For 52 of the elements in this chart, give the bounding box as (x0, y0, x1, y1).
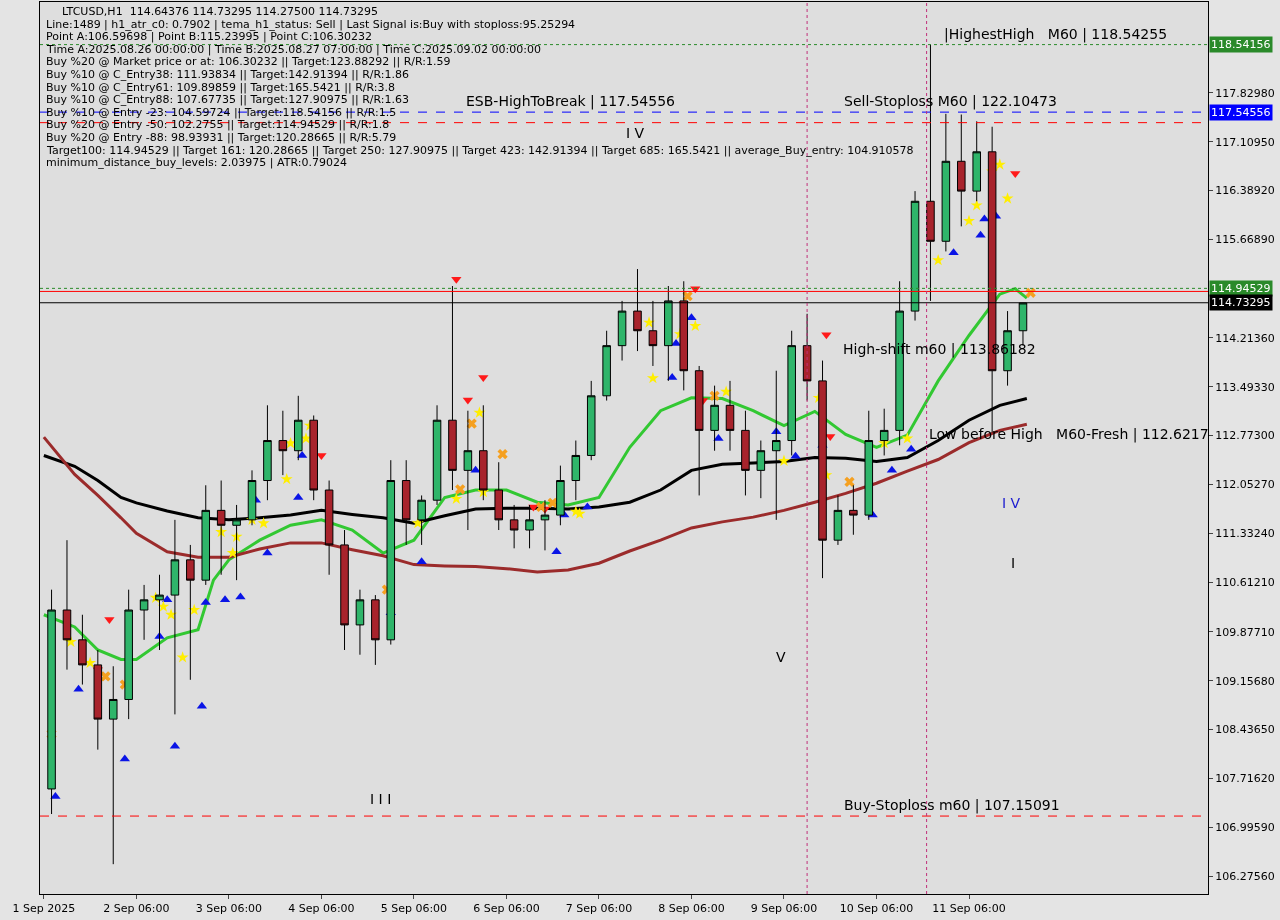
annotation: Buy %20 @ Market price or at: 106.30232 || Target:123.88292 || R/R:1.59 (46, 55, 451, 68)
annotation: Buy %10 @ C_Entry88: 107.67735 || Target:127.90975 || R/R:1.63 (46, 93, 409, 106)
y-tick-label: 117.10950 (1215, 135, 1275, 149)
ref-line-label: 114.94529 (1211, 282, 1271, 295)
annotation: Buy %20 @ Entry -50: 102.2755 || Target:114.94529 || R/R:1.8 (46, 118, 390, 131)
annotation: Target100: 114.94529 || Target 161: 120.28665 || Target 250: 127.90975 || Target 423: 142.91394 || Target 685: 165.5421 || average_Buy_entry: 104.910578 (46, 144, 914, 157)
x-tick-label: 6 Sep 06:00 (473, 902, 540, 916)
annotation: Time A:2025.08.26 00:00:00 | Time B:2025.08.27 07:00:00 | Time C:2025.09.02 00:00:00 (46, 43, 541, 56)
y-tick-label: 111.33240 (1215, 527, 1275, 541)
ref-line-label: 117.54556 (1211, 106, 1271, 119)
annotation: I V (626, 125, 645, 141)
y-tick-label: 114.21360 (1215, 331, 1275, 345)
chart-title: LTCUSD,H1 114.64376 114.73295 114.27500 114.73295 (62, 5, 379, 18)
annotation: Line:1489 | h1_atr_c0: 0.7902 | tema_h1_status: Sell | Last Signal is:Buy with stoploss:95.25294 (46, 18, 576, 31)
y-tick-label: 115.66890 (1215, 233, 1275, 247)
annotation: |HighestHigh M60 | 118.54255 (944, 26, 1168, 43)
annotation: V (776, 649, 786, 665)
y-tick-label: 106.99590 (1215, 821, 1275, 835)
x-tick-label: 2 Sep 06:00 (103, 902, 170, 916)
y-tick-label: 110.61210 (1215, 575, 1275, 589)
x-tick-label: 1 Sep 2025 (12, 902, 76, 916)
x-tick-label: 7 Sep 06:00 (565, 902, 633, 916)
x-tick-label: 11 Sep 06:00 (932, 902, 1006, 916)
annotation: Point A:106.59698 | Point B:115.23995 | Point C:106.30232 (46, 30, 372, 43)
annotation: minimum_distance_buy_levels: 2.03975 | ATR:0.79024 (46, 156, 347, 169)
x-tick-label: 9 Sep 06:00 (750, 902, 818, 916)
annotation: Buy-Stoploss m60 | 107.15091 (844, 797, 1060, 814)
annotation: I (1011, 555, 1016, 571)
y-tick-label: 108.43650 (1215, 723, 1275, 737)
annotation: Buy %10 @ C_Entry38: 111.93834 || Target:142.91394 || R/R:1.86 (46, 68, 409, 81)
y-tick-label: 113.49330 (1215, 380, 1275, 394)
y-tick-label: 109.87710 (1215, 625, 1275, 639)
annotation: ESB-HighToBreak | 117.54556 (466, 93, 676, 110)
y-tick-label: 109.15680 (1215, 674, 1275, 688)
x-tick-label: 8 Sep 06:00 (658, 902, 725, 916)
x-tick-label: 4 Sep 06:00 (288, 902, 355, 916)
x-tick-label: 10 Sep 06:00 (839, 902, 914, 916)
y-tick-label: 117.82980 (1215, 86, 1275, 100)
x-tick-label: 5 Sep 06:00 (380, 902, 448, 916)
x-tick-label: 3 Sep 06:00 (195, 902, 263, 916)
annotation: I I I (370, 791, 392, 807)
y-tick-label: 116.38920 (1215, 184, 1275, 198)
annotation: Buy %10 @ Entry -23: 104.59724 || Target:118.54156 || R/R:1.5 (46, 106, 397, 119)
annotation: Buy %10 @ C_Entry61: 109.89859 || Target:165.5421 || R/R:3.8 (46, 81, 395, 94)
y-tick-label: 112.77300 (1215, 429, 1275, 443)
annotation: Buy %20 @ Entry -88: 98.93931 || Target:120.28665 || R/R:5.79 (46, 131, 397, 144)
ref-line-label: 114.73295 (1211, 296, 1271, 309)
y-tick-label: 106.27560 (1215, 869, 1275, 883)
ref-line-label: 118.54156 (1211, 38, 1271, 51)
y-tick-label: 112.05270 (1215, 478, 1275, 492)
y-tick-label: 107.71620 (1215, 772, 1275, 786)
annotation: I V (1002, 495, 1021, 511)
